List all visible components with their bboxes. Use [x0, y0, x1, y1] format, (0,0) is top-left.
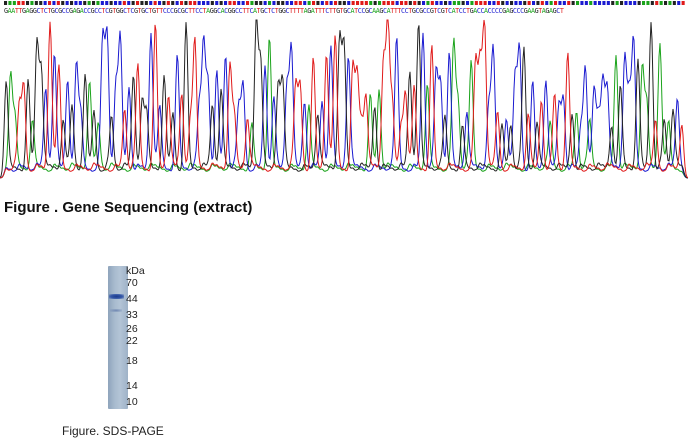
mw-marker-44: 44	[126, 293, 138, 305]
sds-page-caption: Figure. SDS-PAGE	[62, 424, 164, 438]
mw-unit-label: kDa	[126, 265, 145, 277]
mw-marker-26: 26	[126, 323, 138, 335]
sds-page-gel: kDa 70 44 33 26 22 18 14 10	[100, 262, 220, 412]
trace-C	[0, 26, 688, 179]
mw-marker-70: 70	[126, 277, 138, 289]
mw-marker-18: 18	[126, 355, 138, 367]
trace-G	[0, 19, 688, 179]
mw-marker-22: 22	[126, 335, 138, 347]
faint-band	[110, 309, 122, 312]
mw-marker-14: 14	[126, 380, 138, 392]
chromatogram-panel: GAATTGAGGCTCTGCGCCGAGACCGCCTCGTGGCTCGTGC…	[0, 0, 688, 192]
chromatogram-traces	[0, 19, 688, 179]
gel-lane	[108, 266, 128, 409]
trace-T	[0, 19, 688, 179]
mw-marker-10: 10	[126, 396, 138, 408]
gene-sequencing-caption: Figure . Gene Sequencing (extract)	[4, 199, 253, 216]
mw-marker-33: 33	[126, 309, 138, 321]
protein-band	[109, 294, 124, 299]
base-sequence: GAATTGAGGCTCTGCGCCGAGACCGCCTCGTGGCTCGTGC…	[4, 7, 564, 15]
quality-bar	[4, 1, 685, 5]
